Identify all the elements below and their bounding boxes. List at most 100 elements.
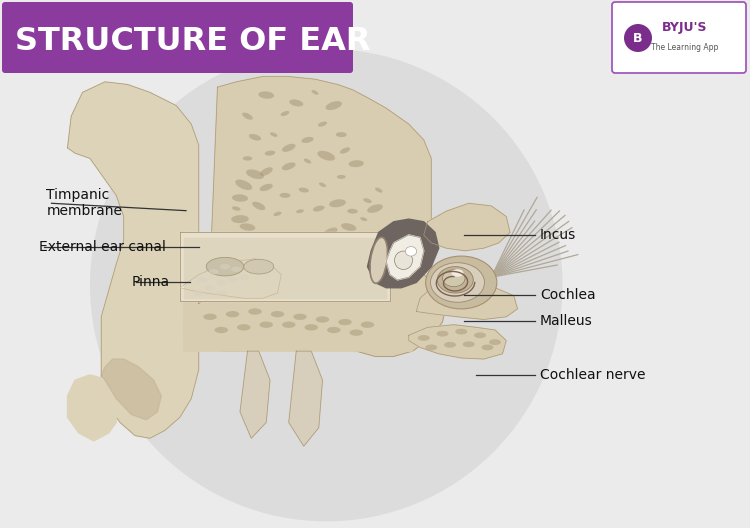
FancyBboxPatch shape (2, 2, 353, 73)
Ellipse shape (220, 264, 230, 269)
Ellipse shape (406, 247, 417, 256)
Ellipse shape (288, 236, 304, 244)
Polygon shape (184, 238, 386, 298)
Ellipse shape (232, 206, 241, 211)
Ellipse shape (311, 90, 319, 95)
Text: Timpanic
membrane: Timpanic membrane (46, 188, 122, 219)
Ellipse shape (474, 333, 486, 338)
Ellipse shape (375, 187, 382, 193)
Ellipse shape (242, 112, 253, 120)
Ellipse shape (326, 101, 342, 110)
Ellipse shape (347, 209, 358, 214)
Ellipse shape (360, 217, 368, 221)
Ellipse shape (425, 345, 437, 351)
Ellipse shape (302, 137, 313, 143)
Polygon shape (180, 259, 281, 298)
FancyBboxPatch shape (612, 2, 746, 73)
Ellipse shape (206, 257, 244, 276)
Polygon shape (180, 232, 390, 301)
Ellipse shape (246, 169, 264, 179)
Ellipse shape (336, 132, 346, 137)
Polygon shape (184, 259, 446, 356)
Ellipse shape (455, 328, 467, 335)
Ellipse shape (338, 319, 352, 325)
Polygon shape (184, 301, 412, 351)
Ellipse shape (272, 237, 283, 243)
Ellipse shape (317, 151, 335, 161)
Ellipse shape (236, 180, 252, 190)
Ellipse shape (227, 277, 238, 282)
Ellipse shape (282, 144, 296, 152)
Ellipse shape (248, 308, 262, 315)
Ellipse shape (216, 280, 226, 285)
Ellipse shape (489, 340, 501, 345)
Ellipse shape (316, 316, 329, 323)
Ellipse shape (318, 121, 327, 127)
Ellipse shape (226, 311, 239, 317)
Ellipse shape (304, 324, 318, 331)
Ellipse shape (280, 193, 290, 198)
Ellipse shape (337, 175, 346, 179)
Polygon shape (68, 82, 199, 438)
Ellipse shape (197, 277, 208, 282)
Ellipse shape (482, 345, 494, 351)
Polygon shape (210, 77, 431, 275)
Polygon shape (368, 219, 439, 288)
Ellipse shape (290, 99, 303, 107)
Ellipse shape (280, 111, 290, 116)
Ellipse shape (368, 204, 382, 213)
Ellipse shape (350, 329, 363, 336)
Ellipse shape (444, 342, 456, 347)
Text: The Learning App: The Learning App (651, 43, 718, 52)
Ellipse shape (452, 269, 464, 277)
Ellipse shape (322, 228, 338, 237)
Ellipse shape (327, 327, 340, 333)
Polygon shape (101, 359, 161, 420)
Ellipse shape (282, 163, 296, 170)
Polygon shape (424, 203, 510, 251)
Polygon shape (68, 375, 116, 441)
Ellipse shape (418, 335, 430, 341)
Ellipse shape (304, 158, 311, 164)
Ellipse shape (265, 150, 275, 156)
Ellipse shape (340, 147, 350, 154)
Ellipse shape (231, 215, 249, 223)
Ellipse shape (260, 167, 273, 176)
Ellipse shape (209, 269, 219, 275)
Ellipse shape (442, 270, 465, 287)
Ellipse shape (260, 322, 273, 328)
Ellipse shape (274, 212, 281, 216)
Ellipse shape (203, 314, 217, 320)
Text: Malleus: Malleus (540, 314, 592, 328)
Ellipse shape (214, 327, 228, 333)
Ellipse shape (237, 324, 250, 331)
Ellipse shape (205, 285, 215, 290)
Ellipse shape (349, 160, 364, 167)
Ellipse shape (240, 223, 255, 231)
Ellipse shape (259, 91, 274, 99)
Ellipse shape (216, 290, 226, 296)
Ellipse shape (238, 275, 249, 280)
Ellipse shape (231, 267, 242, 272)
Text: Pinna: Pinna (131, 276, 170, 289)
Ellipse shape (361, 322, 374, 328)
Ellipse shape (244, 259, 274, 274)
Ellipse shape (341, 223, 356, 231)
Ellipse shape (370, 237, 388, 284)
Ellipse shape (394, 251, 412, 269)
Ellipse shape (426, 256, 496, 309)
Ellipse shape (430, 263, 484, 302)
Ellipse shape (260, 184, 273, 191)
Ellipse shape (463, 342, 475, 347)
Ellipse shape (232, 194, 248, 202)
Ellipse shape (243, 156, 252, 161)
Polygon shape (386, 235, 424, 280)
Ellipse shape (271, 311, 284, 317)
Text: External ear canal: External ear canal (39, 240, 166, 253)
Text: B: B (633, 32, 643, 44)
Text: STRUCTURE OF EAR: STRUCTURE OF EAR (15, 26, 370, 58)
Ellipse shape (282, 322, 296, 328)
Text: Incus: Incus (540, 228, 576, 242)
Polygon shape (240, 351, 270, 438)
Ellipse shape (296, 209, 304, 213)
